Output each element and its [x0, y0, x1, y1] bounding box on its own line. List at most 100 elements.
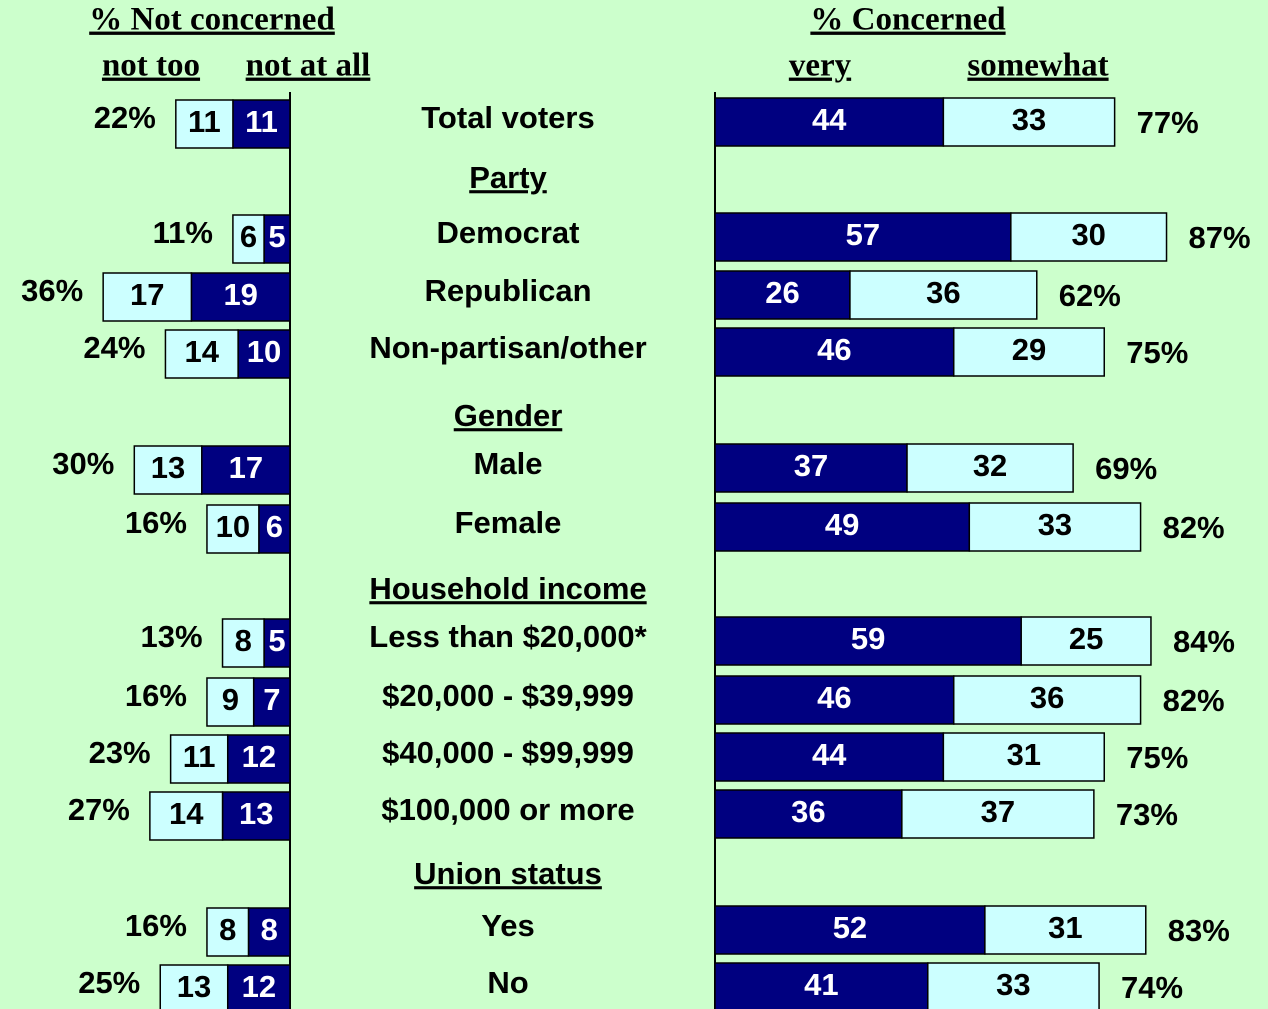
value-label: 14: [185, 334, 220, 369]
category-label: Female: [455, 505, 562, 540]
total-label: 77%: [1137, 105, 1199, 140]
bar-segment: [714, 502, 971, 552]
value-label: 9: [222, 682, 239, 717]
bar-segment: [232, 214, 265, 264]
total-label: 30%: [52, 446, 114, 481]
bar-segment: [206, 907, 250, 957]
total-label: 24%: [83, 330, 145, 365]
bar-segment: [221, 791, 291, 841]
category-label: Less than $20,000*: [369, 619, 647, 654]
bar-segment: [221, 618, 265, 668]
bar-segment: [714, 962, 929, 1009]
total-label: 22%: [94, 100, 156, 135]
total-label: 23%: [89, 735, 151, 770]
bar-segment: [901, 789, 1095, 839]
value-label: 8: [235, 623, 252, 658]
bar-segment: [133, 445, 203, 495]
total-label: 87%: [1189, 220, 1251, 255]
value-label: 33: [1038, 507, 1072, 542]
bar-segment: [159, 964, 229, 1009]
category-label: Total voters: [421, 100, 594, 135]
category-label: No: [487, 965, 528, 1000]
total-label: 73%: [1116, 797, 1178, 832]
bar-segment: [906, 443, 1074, 493]
bar-segment: [714, 212, 1012, 262]
legend-label: not too: [102, 48, 200, 84]
value-label: 12: [242, 969, 276, 1004]
group-header: Household income: [369, 571, 646, 606]
bar-segment: [714, 789, 903, 839]
value-label: 8: [261, 912, 278, 947]
bar-segment: [263, 214, 291, 264]
total-label: 82%: [1163, 510, 1225, 545]
bar-segment: [175, 99, 234, 149]
value-label: 6: [266, 509, 283, 544]
value-label: 25: [1069, 621, 1103, 656]
bar-segment: [206, 677, 255, 727]
group-header: Union status: [414, 856, 602, 891]
bar-segment: [849, 270, 1038, 320]
value-label: 36: [1030, 680, 1064, 715]
value-label: 14: [169, 796, 204, 831]
right-title: % Concerned: [810, 2, 1005, 38]
value-label: 44: [812, 102, 847, 137]
bar-segment: [1010, 212, 1168, 262]
value-label: 32: [973, 448, 1007, 483]
category-label: $100,000 or more: [381, 792, 634, 827]
value-label: 46: [817, 332, 851, 367]
value-label: 13: [177, 969, 211, 1004]
bar-segment: [714, 443, 908, 493]
value-label: 5: [268, 219, 285, 254]
legend-label: very: [789, 48, 852, 84]
bar-segment: [232, 99, 291, 149]
value-label: 17: [229, 450, 263, 485]
bar-segment: [968, 502, 1142, 552]
value-label: 11: [188, 104, 221, 139]
category-label: $40,000 - $99,999: [382, 735, 634, 770]
value-label: 36: [926, 275, 960, 310]
group-header: Gender: [454, 398, 563, 433]
total-label: 11%: [153, 215, 213, 250]
bar-segment: [952, 675, 1142, 725]
category-label: Yes: [481, 908, 534, 943]
bar-segment: [714, 97, 945, 147]
value-label: 26: [765, 275, 799, 310]
bar-segment: [942, 97, 1116, 147]
bar-segment: [714, 905, 986, 955]
value-label: 12: [242, 739, 276, 774]
value-label: 33: [996, 967, 1030, 1002]
total-label: 82%: [1163, 683, 1225, 718]
value-label: 13: [151, 450, 185, 485]
value-label: 5: [268, 623, 285, 658]
bar-segment: [714, 732, 945, 782]
total-label: 69%: [1095, 451, 1157, 486]
bar-segment: [247, 907, 291, 957]
bar-segment: [714, 270, 851, 320]
total-label: 62%: [1059, 278, 1121, 313]
bar-segment: [714, 616, 1022, 666]
total-label: 27%: [68, 792, 130, 827]
value-label: 13: [239, 796, 273, 831]
bar-segment: [164, 329, 239, 379]
value-label: 57: [846, 217, 880, 252]
value-label: 31: [1007, 737, 1041, 772]
value-label: 36: [791, 794, 825, 829]
total-label: 36%: [21, 273, 83, 308]
bar-segment: [169, 734, 229, 784]
value-label: 7: [263, 682, 280, 717]
bar-segment: [102, 272, 193, 322]
value-label: 49: [825, 507, 859, 542]
category-label: Non-partisan/other: [369, 330, 646, 365]
category-label: Democrat: [437, 215, 580, 250]
total-label: 25%: [78, 965, 140, 1000]
value-label: 46: [817, 680, 851, 715]
legend-label: somewhat: [967, 48, 1108, 84]
total-label: 84%: [1173, 624, 1235, 659]
total-label: 16%: [125, 505, 187, 540]
total-label: 83%: [1168, 913, 1230, 948]
bar-segment: [226, 734, 291, 784]
value-label: 10: [216, 509, 250, 544]
bar-segment: [714, 327, 955, 377]
value-label: 19: [223, 277, 257, 312]
